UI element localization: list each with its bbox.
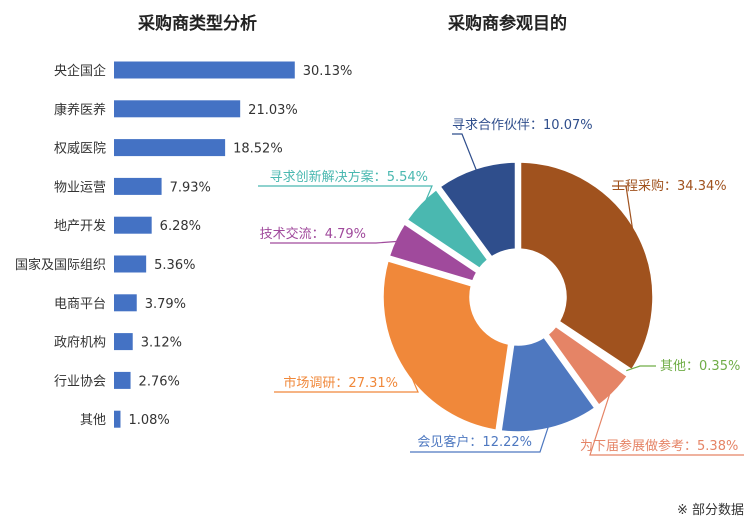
bar-chart-title: 采购商类型分析 (138, 14, 257, 34)
bar (114, 294, 137, 312)
bar-category-label: 国家及国际组织 (15, 257, 106, 273)
bar-category-label: 康养医养 (54, 102, 106, 118)
donut-label-separator: ： (686, 359, 699, 374)
donut-slice-value: 10.07% (543, 118, 593, 133)
donut-slice-name: 技术交流 (260, 226, 312, 242)
bar-category-label: 其他 (80, 413, 106, 428)
donut-leader-line (452, 133, 478, 173)
bar-value-label: 21.03% (248, 103, 298, 118)
donut-slice-name: 为下届参展做参考 (580, 438, 684, 454)
donut-slice-label: 工程采购：34.34% (612, 178, 727, 194)
donut-slice-label: 为下届参展做参考：5.38% (580, 438, 738, 454)
donut-leader-line (258, 185, 433, 207)
donut-slice-value: 5.38% (697, 439, 738, 454)
bar-category-label: 物业运营 (54, 180, 106, 195)
donut-label-separator: ： (664, 179, 677, 194)
donut-slice-value: 0.35% (699, 359, 740, 374)
donut-slice-name: 寻求合作伙伴 (452, 118, 530, 133)
donut-leader-line (589, 388, 744, 456)
bar (114, 216, 152, 234)
bar-chart: 央企国企 30.13% 康养医养 21.03% 权威医院 18.52% 物业运营 7.93% 地… (15, 61, 353, 428)
bar (114, 177, 162, 195)
bar-category-label: 行业协会 (54, 374, 106, 389)
bar-category-label: 地产开发 (54, 218, 106, 234)
donut-slice-label: 市场调研：27.31% (283, 375, 398, 391)
donut-slice-value: 4.79% (325, 227, 366, 242)
bar-value-label: 30.13% (303, 64, 353, 79)
bar-value-label: 7.93% (170, 180, 211, 195)
donut-slice-name: 工程采购 (612, 178, 664, 194)
donut-slice-label: 其他：0.35% (660, 359, 740, 374)
donut-slice-name: 会见客户 (417, 434, 469, 450)
bar (114, 333, 133, 351)
donut-slice-value: 27.31% (348, 376, 398, 391)
donut-slice-name: 市场调研 (283, 375, 335, 391)
donut-slice (519, 161, 654, 371)
donut-slice-value: 12.22% (482, 435, 532, 450)
donut-slice-label: 寻求合作伙伴：10.07% (452, 118, 593, 133)
bar-value-label: 3.12% (141, 336, 182, 351)
donut-slice (556, 323, 631, 374)
bar (114, 139, 226, 157)
bar (114, 410, 121, 428)
bar (114, 61, 295, 79)
donut-slice-value: 5.54% (387, 170, 428, 185)
donut-label-separator: ： (684, 439, 697, 454)
donut-slice (388, 223, 478, 282)
bar-category-label: 电商平台 (54, 297, 106, 312)
bar-value-label: 18.52% (233, 142, 283, 157)
bar (114, 255, 147, 273)
bar (114, 100, 241, 118)
donut-slice-name: 其他 (660, 359, 686, 374)
donut-label-separator: ： (335, 376, 348, 391)
bar-value-label: 1.08% (128, 413, 169, 428)
donut-leader-line (410, 424, 550, 453)
donut-label-separator: ： (469, 435, 482, 450)
footnote: ※ 部分数据 (676, 503, 744, 518)
donut-slice (406, 188, 489, 270)
bar-category-label: 政府机构 (54, 336, 106, 351)
donut-leader-line (270, 240, 400, 244)
donut-slice-name: 寻求创新解决方案 (270, 169, 374, 185)
donut-slice-value: 34.34% (677, 179, 727, 194)
donut-slice (382, 260, 510, 431)
donut-leader-line (274, 367, 419, 393)
donut-leader-line (626, 365, 656, 372)
bar-value-label: 3.79% (145, 297, 186, 312)
bar-value-label: 2.76% (139, 374, 180, 389)
donut-slice-label: 会见客户：12.22% (417, 434, 532, 450)
donut-label-separator: ： (374, 170, 387, 185)
donut-label-separator: ： (312, 227, 325, 242)
bar (114, 371, 131, 389)
bar-value-label: 5.36% (154, 258, 195, 273)
bar-category-label: 央企国企 (54, 63, 106, 79)
donut-slice (439, 161, 517, 258)
donut-chart-title: 采购商参观目的 (448, 14, 567, 34)
bar-value-label: 6.28% (160, 219, 201, 234)
donut-leader-line (612, 185, 635, 236)
donut-slice (547, 325, 629, 406)
bar-category-label: 权威医院 (54, 141, 106, 157)
donut-label-separator: ： (530, 118, 543, 133)
donut-slice-label: 技术交流：4.79% (260, 226, 366, 242)
donut-slice (500, 336, 596, 433)
donut-slice-label: 寻求创新解决方案：5.54% (270, 169, 428, 185)
